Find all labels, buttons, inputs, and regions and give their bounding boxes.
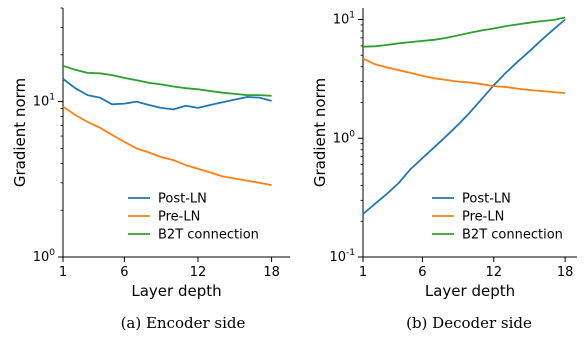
x-tick-label: 18	[557, 265, 574, 280]
series-line-post-ln	[362, 18, 566, 215]
chart-panel-2: 10-1 100 101 1 6 12 18 Layer depth Gradient norm…	[311, 8, 577, 332]
x-tick-label: 6	[120, 265, 128, 280]
panel-caption: (b) Decoder side	[406, 314, 532, 332]
y-tick-label: 10-1	[329, 248, 355, 265]
y-tick-label: 100	[33, 248, 56, 265]
x-axis-label: Layer depth	[131, 282, 221, 300]
y-axis-label: Gradient norm	[311, 78, 329, 187]
legend-entry: Post-LN	[158, 192, 207, 207]
x-tick-label: 1	[59, 265, 67, 280]
x-tick-label: 12	[486, 265, 503, 280]
y-tick-label: 100	[333, 129, 356, 146]
x-tick-label: 6	[418, 265, 426, 280]
series-line-pre-ln	[62, 105, 272, 186]
y-tick-label: 101	[333, 11, 355, 28]
legend-entry: Post-LN	[462, 192, 511, 207]
series-line-pre-ln	[362, 57, 566, 94]
chart-panel-1: 100 101 1 6 12 18 Layer depth Gradient norm Post…	[11, 7, 290, 332]
series-line-post-ln	[62, 78, 272, 111]
y-axis-label: Gradient norm	[11, 78, 29, 187]
legend-entry: Pre-LN	[462, 210, 504, 225]
y-tick-label: 101	[33, 93, 55, 110]
x-tick-label: 18	[263, 265, 280, 280]
series-line-b2t-connection	[362, 16, 566, 48]
x-axis-label: Layer depth	[425, 282, 515, 300]
series-line-b2t-connection	[62, 64, 272, 97]
x-tick-label: 1	[359, 265, 367, 280]
legend-entry: B2T connection	[158, 228, 259, 243]
x-tick-label: 12	[190, 265, 207, 280]
panel-caption: (a) Encoder side	[121, 314, 246, 332]
legend-entry: B2T connection	[462, 228, 563, 243]
legend-entry: Pre-LN	[158, 210, 200, 225]
